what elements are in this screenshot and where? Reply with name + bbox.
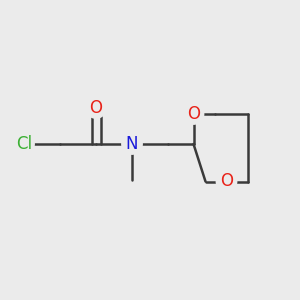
Circle shape (216, 171, 237, 192)
Text: O: O (187, 105, 200, 123)
Text: N: N (126, 135, 138, 153)
Circle shape (14, 134, 34, 154)
Text: O: O (89, 99, 103, 117)
Text: O: O (220, 172, 233, 190)
Text: Cl: Cl (16, 135, 32, 153)
Circle shape (122, 134, 142, 154)
Circle shape (183, 104, 204, 124)
Circle shape (86, 98, 106, 118)
